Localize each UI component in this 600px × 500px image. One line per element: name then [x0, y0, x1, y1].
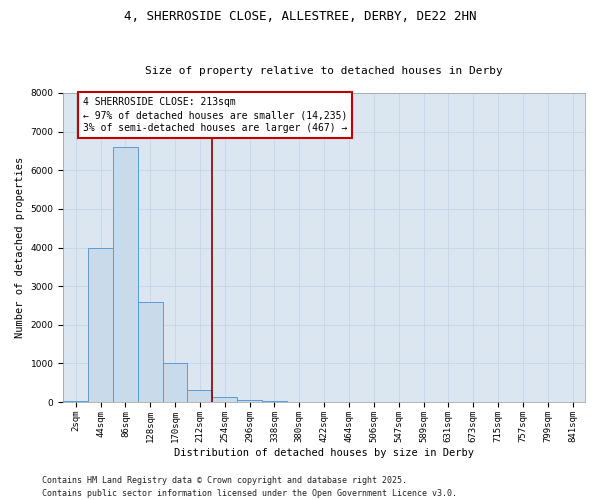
Bar — [88, 248, 113, 402]
Bar — [113, 147, 138, 402]
Bar — [163, 364, 187, 402]
Bar — [138, 302, 163, 402]
Text: 4, SHERROSIDE CLOSE, ALLESTREE, DERBY, DE22 2HN: 4, SHERROSIDE CLOSE, ALLESTREE, DERBY, D… — [124, 10, 476, 23]
Title: Size of property relative to detached houses in Derby: Size of property relative to detached ho… — [145, 66, 503, 76]
Text: Contains HM Land Registry data © Crown copyright and database right 2025.
Contai: Contains HM Land Registry data © Crown c… — [42, 476, 457, 498]
Text: 4 SHERROSIDE CLOSE: 213sqm
← 97% of detached houses are smaller (14,235)
3% of s: 4 SHERROSIDE CLOSE: 213sqm ← 97% of deta… — [83, 97, 347, 133]
Bar — [212, 397, 237, 402]
Bar — [237, 400, 262, 402]
X-axis label: Distribution of detached houses by size in Derby: Distribution of detached houses by size … — [174, 448, 474, 458]
Y-axis label: Number of detached properties: Number of detached properties — [15, 157, 25, 338]
Bar — [187, 390, 212, 402]
